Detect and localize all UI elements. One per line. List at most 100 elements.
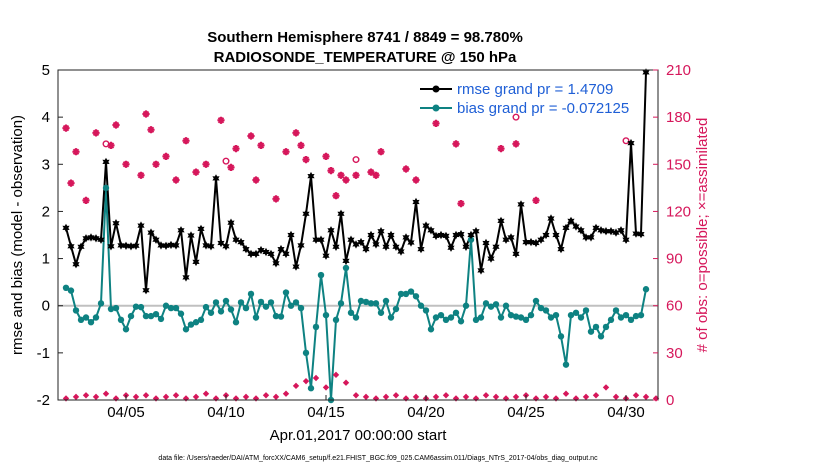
rmse-point [227, 218, 235, 227]
bias-point [87, 319, 95, 326]
obs-assimilated-point [302, 156, 310, 164]
rmse-point [507, 233, 515, 242]
bias-point [627, 316, 635, 324]
bias-point [537, 304, 545, 312]
rmse-point [287, 230, 295, 240]
rmse-point [627, 138, 635, 148]
bias-point [212, 299, 220, 306]
rmse-point [107, 242, 115, 251]
rmse-point [342, 256, 350, 266]
obs-count-point [432, 393, 440, 401]
obs-possible-point [622, 137, 630, 145]
obs-assimilated-point [252, 176, 260, 184]
bias-point [242, 304, 250, 312]
obs-count-point [412, 393, 420, 401]
bias-point [147, 312, 155, 320]
rmse-point [262, 247, 270, 257]
obs-count-point [92, 393, 100, 401]
obs-count-point [202, 390, 210, 397]
bias-point [127, 312, 135, 320]
rmse-point [187, 231, 195, 240]
bias-point [282, 289, 290, 296]
rmse-point [497, 216, 505, 226]
obs-count-point [602, 384, 610, 391]
obs-assimilated-point [377, 148, 385, 156]
obs-assimilated-point [227, 163, 235, 171]
bias-point [377, 309, 385, 316]
obs-assimilated-point [202, 160, 210, 168]
bias-point [202, 303, 210, 311]
bias-point [322, 311, 330, 319]
bias-point [252, 314, 260, 321]
rmse-point [367, 230, 375, 240]
bias-point [262, 303, 270, 310]
rmse-point [72, 260, 80, 269]
rmse-point [467, 230, 475, 240]
rmse-point [337, 209, 345, 218]
rmse-point [242, 244, 250, 254]
bias-point [417, 302, 425, 309]
bias-point [617, 314, 625, 321]
bias-point [422, 307, 430, 314]
y-tick-label: 0 [42, 298, 50, 315]
rmse-point [502, 235, 510, 244]
bias-point [172, 304, 180, 312]
y-tick-label: 3 [42, 156, 50, 173]
bias-point [142, 312, 150, 320]
bias-point [317, 271, 325, 279]
obs-assimilated-point [512, 140, 520, 148]
obs-count-point [162, 393, 170, 401]
rmse-point [292, 262, 300, 271]
x-tick-label: 04/10 [207, 404, 245, 421]
rmse-point [487, 254, 495, 263]
y-right-tick-label: 210 [666, 62, 691, 79]
rmse-point [537, 235, 545, 244]
obs-count-point [302, 377, 310, 385]
rmse-point [302, 209, 310, 218]
bias-point [497, 314, 505, 321]
bias-point [72, 307, 80, 314]
obs-count-point [182, 395, 190, 402]
rmse-point [157, 241, 165, 250]
bias-point [607, 316, 615, 324]
bias-point [77, 316, 85, 324]
rmse-point [617, 226, 625, 235]
rmse-point [97, 235, 105, 244]
bias-point [367, 300, 375, 307]
obs-assimilated-point [82, 196, 90, 204]
rmse-point [352, 240, 360, 249]
obs-count-point [642, 393, 650, 401]
obs-assimilated-point [432, 119, 440, 127]
bias-point [402, 290, 410, 298]
bias-point [357, 297, 365, 305]
rmse-point [512, 249, 520, 259]
bias-point [527, 311, 535, 319]
rmse-point [197, 224, 205, 234]
rmse-point [62, 223, 70, 233]
rmse-point [147, 228, 155, 237]
obs-assimilated-point [457, 200, 465, 208]
chart-subtitle: RADIOSONDE_TEMPERATURE @ 150 hPa [214, 49, 517, 66]
bias-point [572, 309, 580, 316]
obs-assimilated-point [247, 132, 255, 140]
bias-point [247, 290, 255, 298]
rmse-point [567, 216, 575, 226]
rmse-point [222, 242, 230, 251]
rmse-point [642, 68, 650, 77]
bias-point [292, 299, 300, 306]
obs-assimilated-point [352, 171, 360, 179]
obs-count-point [242, 393, 250, 401]
rmse-point [477, 266, 485, 275]
rmse-point [252, 249, 260, 259]
bias-point [152, 311, 160, 318]
obs-count-point [172, 392, 180, 399]
obs-assimilated-point [297, 141, 305, 149]
x-tick-label: 04/15 [307, 404, 345, 421]
rmse-point [282, 249, 290, 259]
rmse-point [417, 244, 425, 254]
bias-point [512, 313, 520, 320]
bias-point [577, 314, 585, 321]
rmse-point [612, 228, 620, 237]
obs-assimilated-point [62, 124, 70, 132]
bias-point [207, 309, 215, 316]
